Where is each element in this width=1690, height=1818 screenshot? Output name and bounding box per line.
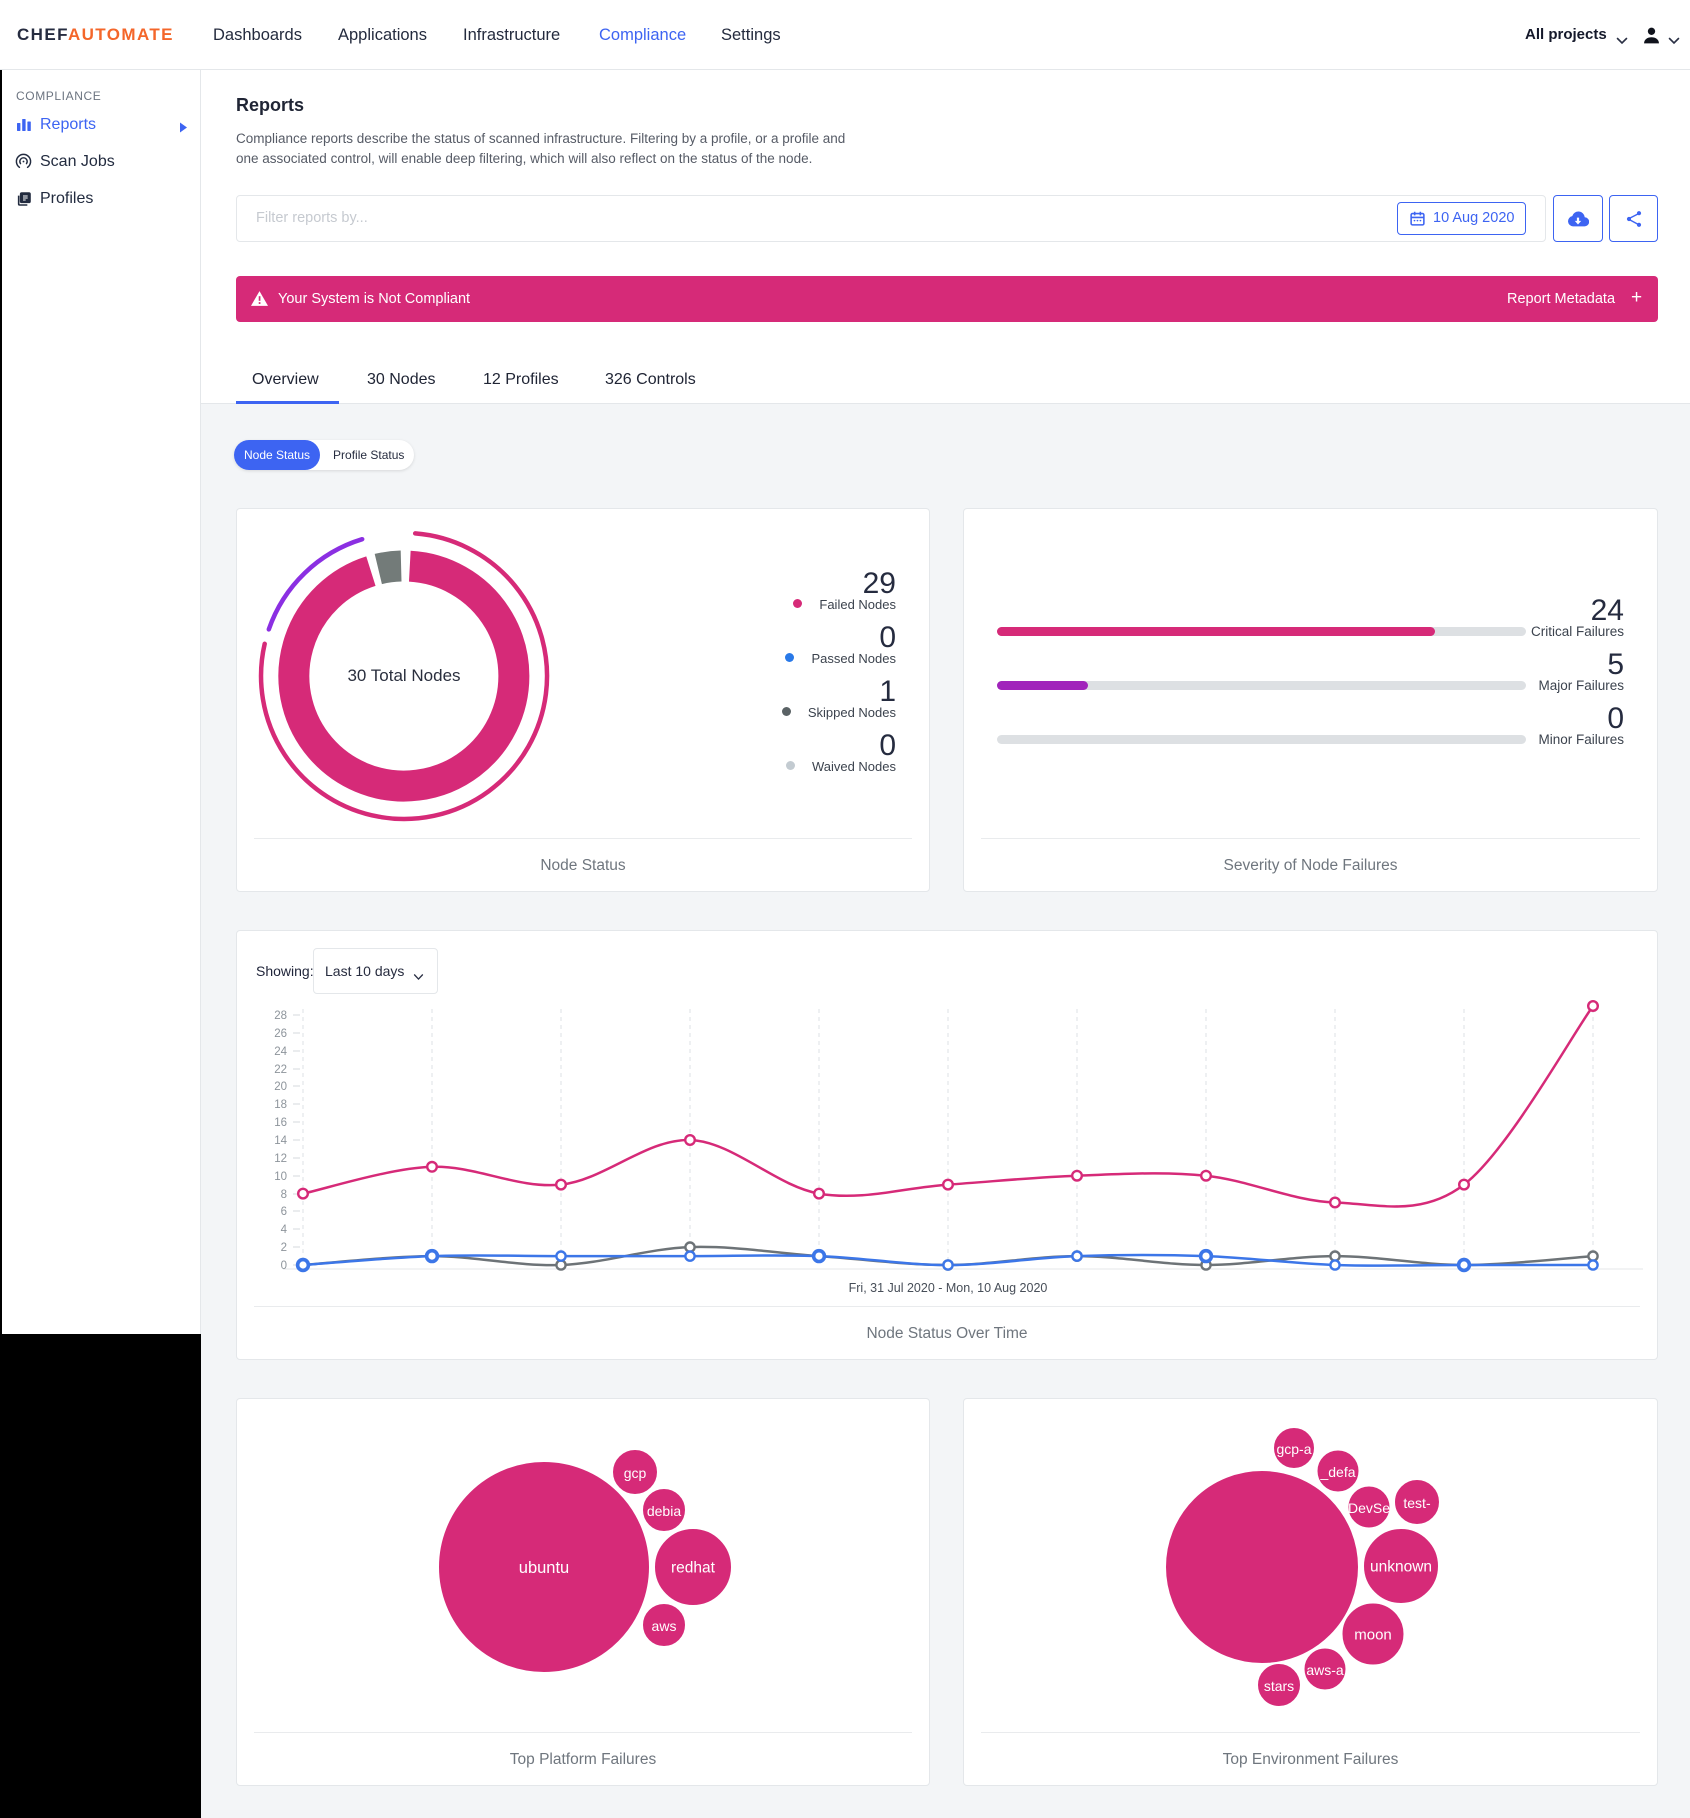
svg-text:12: 12 xyxy=(274,1153,287,1165)
svg-text:gcp-a: gcp-a xyxy=(1276,1441,1311,1457)
svg-text:gcp: gcp xyxy=(624,1465,647,1481)
svg-text:10: 10 xyxy=(274,1171,287,1183)
svg-text:14: 14 xyxy=(274,1135,287,1147)
svg-text:24: 24 xyxy=(274,1046,287,1058)
svg-text:28: 28 xyxy=(274,1010,287,1022)
svg-text:aws: aws xyxy=(652,1618,677,1634)
svg-text:_defa: _defa xyxy=(1319,1464,1355,1480)
svg-text:redhat: redhat xyxy=(671,1560,716,1577)
svg-text:debia: debia xyxy=(647,1503,681,1519)
svg-text:8: 8 xyxy=(281,1189,287,1201)
svg-text:20: 20 xyxy=(274,1081,287,1093)
svg-text:moon: moon xyxy=(1354,1627,1392,1644)
svg-text:2: 2 xyxy=(281,1242,287,1254)
svg-text:Fri, 31 Jul 2020 - Mon, 10 Aug: Fri, 31 Jul 2020 - Mon, 10 Aug 2020 xyxy=(849,1281,1048,1295)
svg-text:4: 4 xyxy=(281,1224,288,1236)
svg-text:22: 22 xyxy=(274,1064,287,1076)
svg-text:DevSe: DevSe xyxy=(1348,1500,1390,1516)
svg-text:16: 16 xyxy=(274,1117,287,1129)
svg-text:aws-a: aws-a xyxy=(1306,1662,1344,1678)
svg-text:ubuntu: ubuntu xyxy=(519,1559,569,1577)
svg-text:unknown: unknown xyxy=(1370,1559,1432,1576)
svg-text:test-: test- xyxy=(1403,1495,1431,1511)
svg-text:26: 26 xyxy=(274,1028,287,1040)
svg-text:6: 6 xyxy=(281,1206,287,1218)
svg-text:0: 0 xyxy=(281,1260,287,1272)
svg-text:stars: stars xyxy=(1264,1678,1294,1694)
svg-text:18: 18 xyxy=(274,1099,287,1111)
